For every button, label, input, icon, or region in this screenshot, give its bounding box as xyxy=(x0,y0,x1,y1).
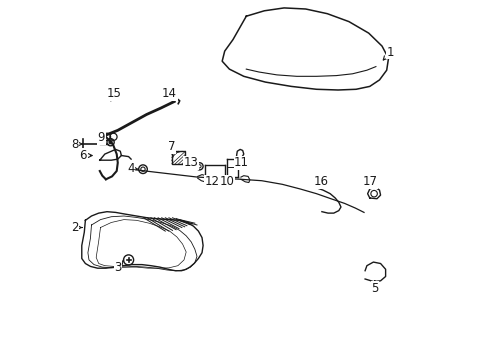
Text: 15: 15 xyxy=(106,87,122,101)
Text: 6: 6 xyxy=(80,149,92,162)
Text: 1: 1 xyxy=(383,46,393,60)
Text: 10: 10 xyxy=(219,175,234,188)
Text: 8: 8 xyxy=(71,138,82,150)
Text: 5: 5 xyxy=(370,281,378,294)
Circle shape xyxy=(125,257,131,263)
Text: 2: 2 xyxy=(71,221,81,234)
Text: 17: 17 xyxy=(362,175,377,188)
Text: 14: 14 xyxy=(162,87,177,101)
Text: 4: 4 xyxy=(127,162,138,175)
Circle shape xyxy=(109,141,112,144)
Text: 11: 11 xyxy=(234,156,248,169)
Text: 7: 7 xyxy=(168,140,175,153)
Bar xyxy=(171,151,185,164)
Text: 16: 16 xyxy=(313,175,327,188)
Text: 13: 13 xyxy=(183,156,198,169)
Text: 12: 12 xyxy=(204,175,219,188)
Polygon shape xyxy=(81,212,203,271)
Text: 3: 3 xyxy=(114,260,123,274)
Text: 9: 9 xyxy=(97,131,106,144)
